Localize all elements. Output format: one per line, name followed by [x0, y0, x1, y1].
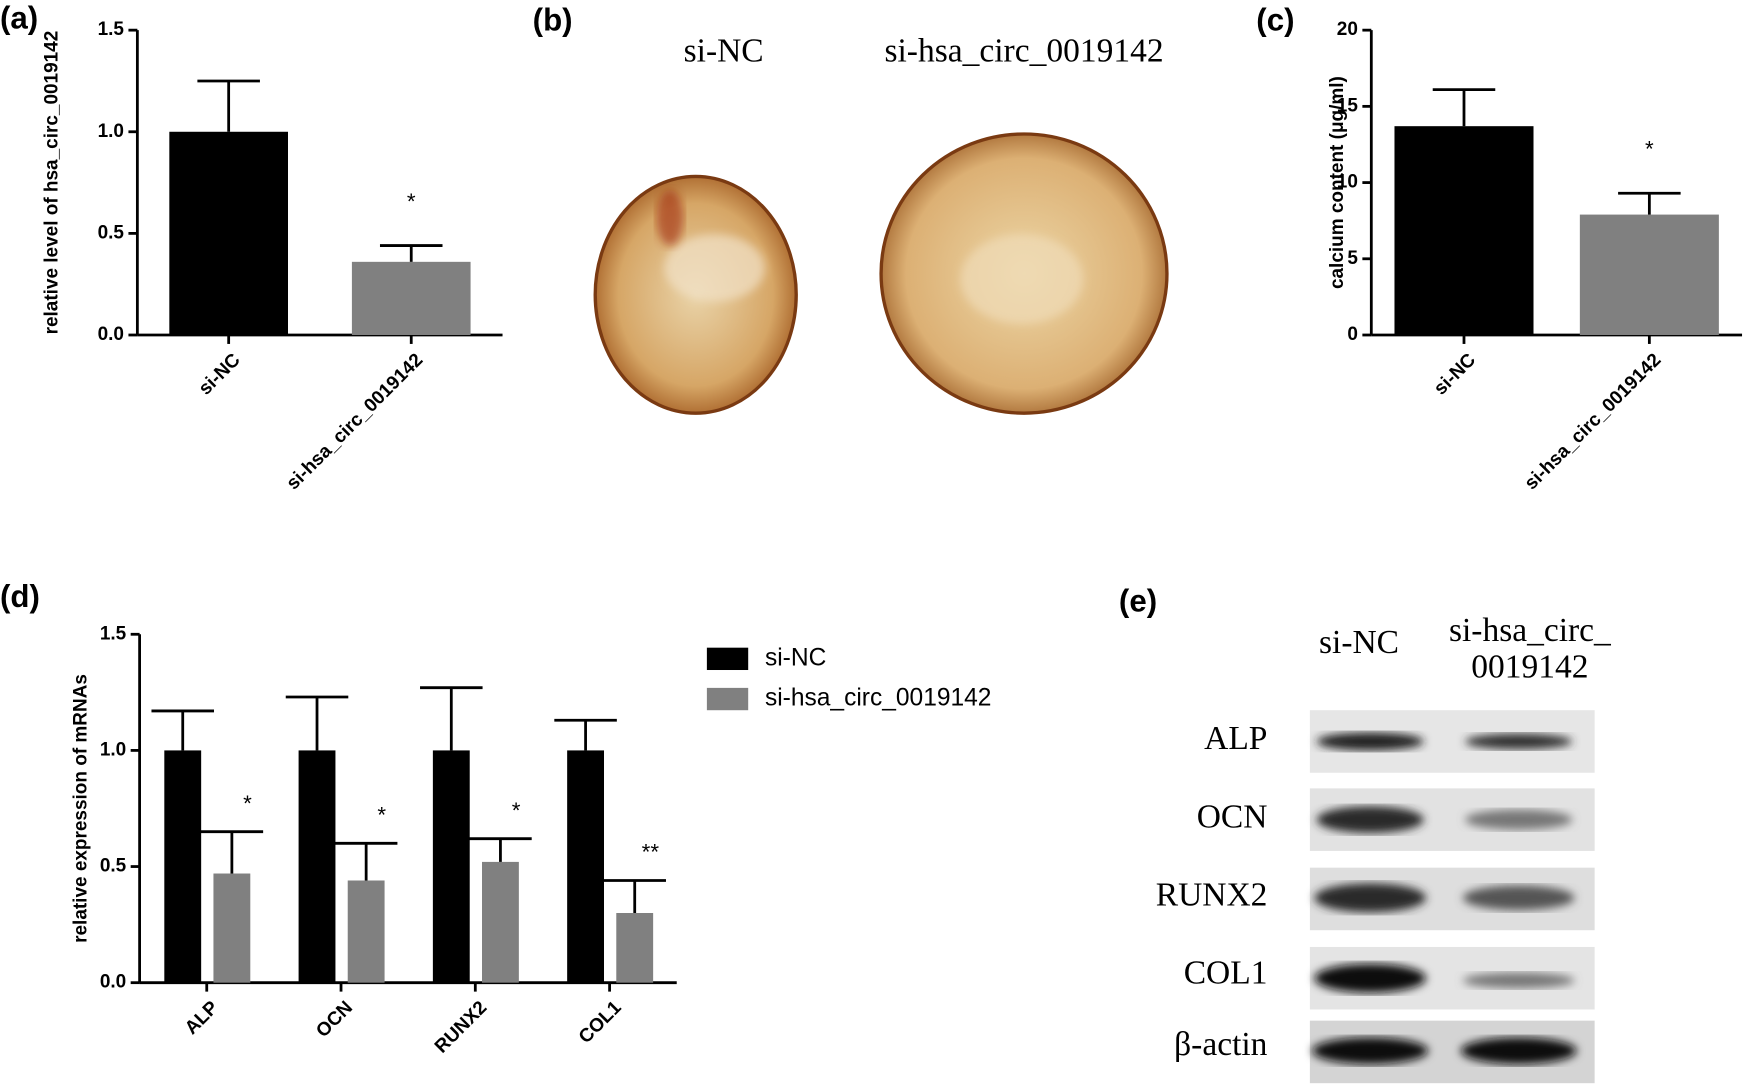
panel-label: (b)	[533, 3, 573, 38]
y-tick-label: 10	[1337, 172, 1358, 193]
annotation: *	[512, 798, 521, 823]
annotation: *	[243, 791, 252, 816]
dish-highlight	[960, 234, 1084, 324]
bar	[1579, 214, 1719, 336]
y-tick-label: 5	[1347, 248, 1358, 269]
bar	[213, 873, 251, 983]
column-label: si-hsa_circ_0019142	[884, 32, 1163, 69]
band	[1460, 1037, 1577, 1065]
column-label: si-NC	[1319, 624, 1399, 661]
band	[1462, 972, 1575, 989]
annotation: **	[642, 840, 660, 865]
y-tick-label: 0.0	[98, 324, 124, 345]
bar	[567, 750, 605, 983]
band	[1465, 809, 1573, 830]
x-tick-label: COL1	[575, 997, 626, 1048]
band	[1312, 1037, 1429, 1065]
annotation: *	[377, 802, 386, 827]
column-label: si-hsa_circ_	[1449, 612, 1612, 649]
bar	[432, 750, 470, 983]
x-tick-label: si-hsa_circ_0019142	[1521, 350, 1666, 495]
band	[1465, 733, 1573, 750]
column-label: si-NC	[684, 32, 764, 69]
bar	[616, 913, 654, 983]
bar	[1394, 126, 1534, 336]
bar	[164, 750, 202, 983]
band	[1462, 885, 1575, 911]
y-tick-label: 0	[1347, 324, 1358, 345]
y-tick-label: 1.0	[100, 739, 126, 760]
y-tick-label: 20	[1337, 19, 1358, 40]
annotation: *	[407, 189, 416, 214]
bar	[347, 880, 385, 983]
y-tick-label: 0.5	[100, 856, 127, 877]
bar	[482, 861, 519, 983]
legend-label: si-hsa_circ_0019142	[765, 685, 992, 712]
bar	[169, 131, 288, 336]
y-tick-label: 15	[1337, 95, 1359, 116]
y-tick-label: 1.5	[100, 623, 127, 644]
band	[1314, 883, 1427, 913]
legend-swatch	[706, 687, 749, 711]
panel-e: (e) si-NC si-hsa_circ_ 0019142 ALP OCN R…	[1119, 583, 1612, 1084]
x-tick-label: OCN	[312, 997, 357, 1042]
y-tick-label: 1.5	[98, 19, 125, 40]
y-tick-label: 0.0	[100, 972, 126, 993]
panel-label: (a)	[0, 0, 38, 35]
y-axis-label: relative level of hsa_circ_0019142	[42, 31, 63, 335]
dish-stain	[656, 189, 684, 246]
annotation: *	[1645, 137, 1654, 162]
legend-swatch	[706, 647, 749, 671]
column-label: 0019142	[1471, 649, 1588, 686]
x-tick-label: RUNX2	[431, 997, 491, 1057]
row-label: RUNX2	[1156, 877, 1268, 914]
x-tick-label: si-NC	[1430, 349, 1480, 399]
band	[1316, 732, 1424, 751]
band	[1314, 963, 1427, 993]
row-label: COL1	[1184, 955, 1268, 992]
y-axis-label: relative expression of mRNAs	[71, 674, 92, 943]
row-label: β-actin	[1174, 1026, 1268, 1063]
dish-highlight	[664, 234, 765, 302]
row-label: ALP	[1204, 720, 1267, 757]
legend-label: si-NC	[765, 644, 826, 671]
row-label: OCN	[1197, 798, 1268, 835]
panel-label: (c)	[1256, 3, 1294, 38]
y-tick-label: 1.0	[98, 121, 124, 142]
x-tick-label: si-NC	[195, 349, 245, 399]
y-tick-label: 0.5	[98, 222, 125, 243]
y-axis-label: calcium content (μg/ml)	[1327, 76, 1348, 289]
x-tick-label: si-hsa_circ_0019142	[283, 350, 428, 495]
bar	[298, 750, 336, 983]
x-tick-label: ALP	[181, 997, 223, 1039]
panel-b: (b) si-NC si-hsa_circ_0019142	[533, 3, 1169, 415]
panel-label: (d)	[0, 579, 40, 614]
band	[1316, 806, 1424, 834]
blot	[1309, 710, 1595, 1084]
bar	[351, 261, 471, 336]
panel-label: (e)	[1119, 583, 1157, 618]
